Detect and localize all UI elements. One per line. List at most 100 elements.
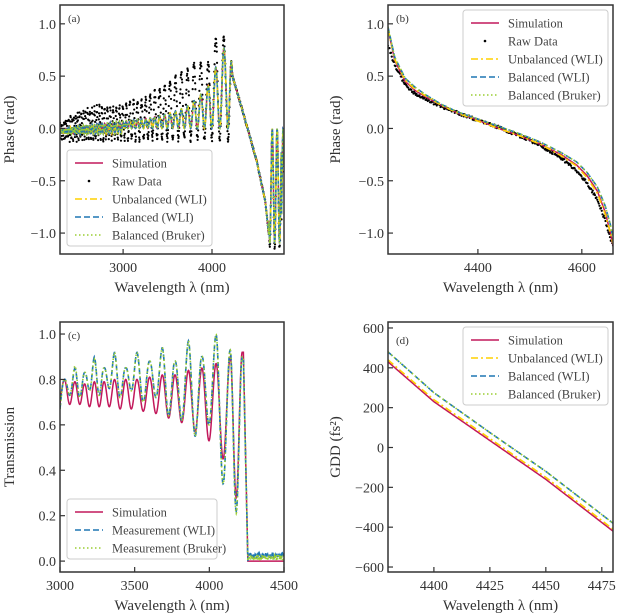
raw-data-point [78, 111, 80, 113]
panel-b: 4400 4600−1.0−0.50.00.51.0Wavelength λ (n… [328, 5, 614, 296]
raw-data-point [178, 135, 180, 137]
raw-data-point [126, 107, 128, 109]
raw-data-point [133, 108, 135, 110]
raw-data-point [184, 130, 186, 132]
raw-data-point [157, 106, 159, 108]
raw-data-point [99, 115, 101, 117]
raw-data-point [187, 77, 189, 79]
raw-data-point [173, 94, 175, 96]
raw-data-point [140, 116, 142, 118]
y-tick-label: 1.0 [367, 18, 385, 33]
raw-data-point [184, 136, 186, 138]
raw-data-point [177, 140, 179, 142]
raw-data-point [586, 182, 588, 184]
raw-data-point [194, 67, 196, 69]
raw-data-point [182, 97, 184, 99]
raw-data-point [147, 135, 149, 137]
y-tick-label: 600 [363, 322, 384, 337]
raw-data-point [118, 107, 120, 109]
raw-data-point [86, 137, 88, 139]
legend-marker [484, 40, 487, 43]
raw-data-point [178, 130, 180, 132]
raw-data-point [150, 108, 152, 110]
raw-data-point [139, 139, 141, 141]
raw-data-point [109, 109, 111, 111]
raw-data-point [200, 62, 202, 64]
raw-data-point [563, 158, 565, 160]
raw-data-point [216, 62, 218, 64]
panel-label: (d) [396, 335, 409, 347]
y-tick-label: 0.6 [39, 419, 57, 434]
raw-data-point [77, 119, 79, 121]
raw-data-point [136, 107, 138, 109]
raw-data-point [218, 136, 220, 138]
raw-data-point [120, 140, 122, 142]
raw-data-point [598, 205, 600, 207]
raw-data-point [154, 96, 156, 98]
raw-data-point [215, 38, 217, 40]
raw-data-point [156, 134, 158, 136]
y-tick-label: −0.5 [359, 175, 384, 190]
raw-data-point [101, 107, 103, 109]
y-tick-label: 0.0 [367, 122, 385, 137]
raw-data-point [94, 137, 96, 139]
raw-data-point [165, 103, 167, 105]
y-axis-label: Transmission [2, 406, 18, 487]
raw-data-point [69, 134, 71, 136]
raw-data-point [97, 139, 99, 141]
raw-data-point [70, 116, 72, 118]
raw-data-point [151, 140, 153, 142]
raw-data-point [83, 118, 85, 120]
raw-data-point [149, 97, 151, 99]
raw-data-point [87, 107, 89, 109]
raw-data-point [208, 70, 210, 72]
raw-data-point [592, 190, 594, 192]
raw-data-point [85, 117, 87, 119]
raw-data-point [182, 105, 184, 107]
raw-data-point [159, 91, 161, 93]
raw-data-point [279, 244, 281, 246]
raw-data-point [108, 138, 110, 140]
x-tick-label: 3500 [121, 579, 149, 594]
raw-data-point [123, 136, 125, 138]
panel-label: (b) [396, 13, 409, 25]
raw-data-point [213, 63, 215, 65]
raw-data-point [125, 102, 127, 104]
raw-data-point [81, 122, 83, 124]
legend-label: Balanced (WLI) [508, 370, 590, 384]
raw-data-point [149, 100, 151, 102]
raw-data-point [269, 246, 271, 248]
raw-data-point [66, 125, 68, 127]
raw-data-point [185, 89, 187, 91]
legend-label: Unbalanced (WLI) [112, 193, 207, 207]
raw-data-point [181, 81, 183, 83]
raw-data-point [104, 108, 106, 110]
raw-data-point [141, 98, 143, 100]
raw-data-point [144, 109, 146, 111]
raw-data-point [584, 178, 586, 180]
legend-d: SimulationUnbalanced (WLI)Balanced (WLI)… [463, 327, 608, 405]
y-tick-label: 0.5 [39, 70, 57, 85]
raw-data-point [215, 42, 217, 44]
raw-data-point [219, 139, 221, 141]
raw-data-point [185, 104, 187, 106]
raw-data-point [124, 116, 126, 118]
raw-data-point [181, 78, 183, 80]
raw-data-point [111, 140, 113, 142]
raw-data-point [188, 90, 190, 92]
raw-data-point [143, 134, 145, 136]
raw-data-point [215, 46, 217, 48]
panel-label: (a) [68, 13, 81, 25]
raw-data-point [187, 79, 189, 81]
x-tick-label: 3000 [46, 579, 74, 594]
raw-data-point [595, 196, 597, 198]
raw-data-point [594, 194, 596, 196]
raw-data-point [598, 202, 600, 204]
raw-data-point [112, 109, 114, 111]
raw-data-point [112, 105, 114, 107]
raw-data-point [69, 141, 71, 143]
raw-data-point [197, 136, 199, 138]
x-tick-label: 4600 [568, 261, 596, 276]
raw-data-point [79, 115, 81, 117]
raw-data-point [125, 105, 127, 107]
